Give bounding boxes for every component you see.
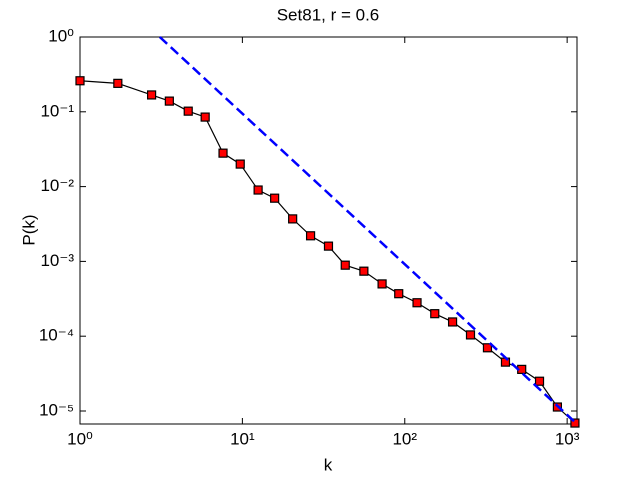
x-tick-label: 10⁰ [67, 429, 93, 448]
x-axis-label: k [324, 455, 333, 474]
y-tick-label: 10⁻² [40, 176, 74, 195]
data-point [75, 76, 85, 86]
y-tick-label: 10⁰ [48, 26, 74, 45]
data-point [253, 185, 263, 195]
plot-area [79, 36, 578, 425]
series-line [158, 36, 578, 425]
data-point [430, 309, 440, 319]
data-point [270, 193, 280, 203]
data-point [447, 317, 458, 327]
data-point [164, 96, 174, 106]
data-point [394, 289, 404, 299]
data-point [218, 148, 228, 158]
y-tick-label: 10⁻⁴ [39, 326, 74, 345]
data-point [465, 330, 476, 340]
chart-title: Set81, r = 0.6 [277, 5, 380, 24]
data-point [323, 241, 334, 251]
data-point [482, 343, 493, 353]
y-tick-label: 10⁻⁵ [39, 400, 74, 419]
y-tick-label: 10⁻³ [40, 251, 74, 270]
data-point [113, 78, 123, 88]
data-point [146, 90, 157, 100]
data-point [534, 376, 545, 386]
x-tick-label: 10³ [555, 429, 580, 448]
x-tick-label: 10¹ [230, 429, 255, 448]
data-point [570, 418, 580, 428]
data-point [200, 112, 210, 122]
data-point [183, 106, 193, 116]
y-axis-label: P(k) [19, 214, 38, 245]
y-tick-label: 10⁻¹ [40, 101, 74, 120]
data-point [340, 260, 350, 270]
data-point [305, 231, 316, 241]
data-point [288, 214, 298, 224]
data-point [235, 159, 245, 169]
x-tick-label: 10² [392, 429, 417, 448]
data-point [359, 266, 369, 276]
data-point [377, 279, 387, 289]
data-point [412, 298, 422, 308]
